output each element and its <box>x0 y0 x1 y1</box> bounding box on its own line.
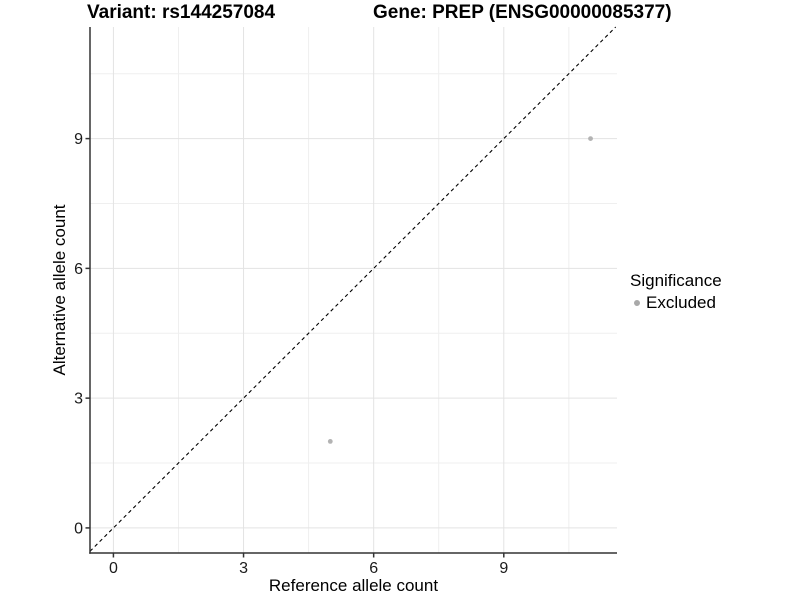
legend-key-dot-icon <box>634 300 640 306</box>
y-tick-label: 3 <box>74 391 83 408</box>
plot-title-gene: Gene: PREP (ENSG00000085377) <box>373 2 672 23</box>
legend-item-label: Excluded <box>646 293 716 312</box>
legend-title: Significance <box>630 271 722 290</box>
y-tick-label: 9 <box>74 131 83 148</box>
plot-title-variant: Variant: rs144257084 <box>87 2 276 23</box>
x-tick-label: 9 <box>499 560 508 577</box>
data-point <box>327 438 333 444</box>
x-tick-label: 0 <box>109 560 118 577</box>
y-axis-title: Alternative allele count <box>50 204 69 376</box>
identity-line <box>89 26 617 552</box>
y-tick-label: 0 <box>74 520 83 537</box>
x-tick-label: 6 <box>369 560 378 577</box>
legend: Significance Excluded <box>630 271 722 313</box>
y-tick-label: 6 <box>74 261 83 278</box>
x-axis-title: Reference allele count <box>268 576 439 595</box>
data-point <box>588 136 593 142</box>
x-tick-label: 3 <box>239 560 248 577</box>
legend-item-excluded: Excluded <box>634 293 722 313</box>
